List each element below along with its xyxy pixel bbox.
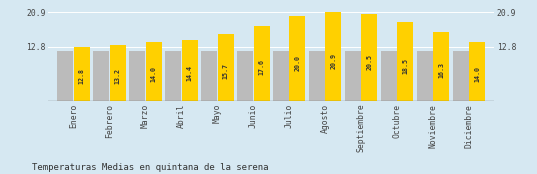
Bar — [417, 51, 433, 101]
Text: 20.0: 20.0 — [294, 55, 301, 71]
Bar — [273, 51, 289, 101]
Text: 14.0: 14.0 — [474, 66, 481, 82]
Bar — [253, 26, 270, 101]
Text: 14.0: 14.0 — [150, 66, 157, 82]
Bar — [57, 51, 73, 101]
Bar — [453, 51, 469, 101]
Text: 15.7: 15.7 — [222, 63, 229, 79]
Text: 12.8: 12.8 — [78, 69, 85, 85]
Bar — [325, 12, 342, 101]
Text: 13.2: 13.2 — [114, 68, 121, 84]
Bar — [217, 34, 234, 101]
Bar — [129, 51, 145, 101]
Text: 17.6: 17.6 — [258, 59, 265, 75]
Bar — [469, 42, 485, 101]
Bar — [165, 51, 181, 101]
Text: 20.5: 20.5 — [366, 54, 373, 70]
Bar — [182, 40, 198, 101]
Bar — [433, 32, 449, 101]
Bar — [146, 42, 162, 101]
Bar — [309, 51, 325, 101]
Bar — [74, 47, 90, 101]
Text: 20.9: 20.9 — [330, 53, 337, 69]
Bar — [110, 45, 126, 101]
Bar — [345, 51, 361, 101]
Text: 16.3: 16.3 — [438, 62, 445, 78]
Bar — [361, 14, 378, 101]
Bar — [201, 51, 217, 101]
Bar — [237, 51, 253, 101]
Text: 18.5: 18.5 — [402, 58, 409, 74]
Bar — [397, 22, 413, 101]
Bar — [381, 51, 397, 101]
Bar — [289, 16, 306, 101]
Bar — [93, 51, 109, 101]
Text: 14.4: 14.4 — [186, 65, 193, 81]
Text: Temperaturas Medias en quintana de la serena: Temperaturas Medias en quintana de la se… — [32, 163, 268, 172]
